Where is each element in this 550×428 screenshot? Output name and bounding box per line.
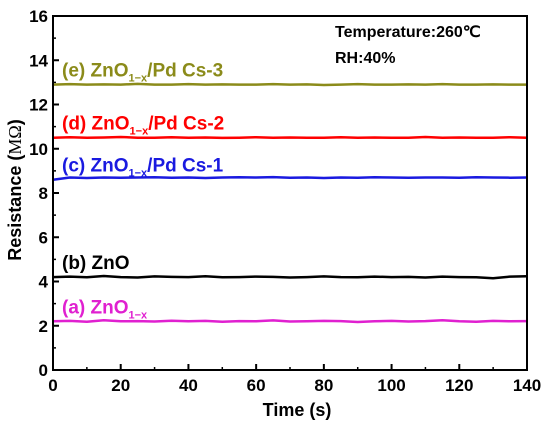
x-axis-title: Time (s)	[263, 400, 332, 420]
series-label-0: (a) ZnO1−x	[62, 297, 148, 321]
series-label-name: (a) ZnO	[62, 297, 129, 318]
y-axis-title-text: Resistance (	[5, 155, 25, 261]
y-tick-label: 0	[39, 361, 48, 380]
series-label-suffix: /Pd Cs-2	[148, 114, 224, 135]
series-label-suffix: /Pd Cs-1	[147, 156, 223, 177]
series-label-name: (e) ZnO	[62, 61, 129, 82]
series-label-name: (d) ZnO	[62, 114, 130, 135]
y-tick-label: 2	[39, 317, 48, 336]
y-tick-label: 6	[39, 228, 48, 247]
y-tick-label: 16	[29, 7, 48, 26]
y-tick-label: 12	[29, 96, 48, 115]
series-line-2	[52, 175, 528, 181]
x-tick-label: 20	[111, 376, 130, 395]
x-tick-label: 0	[48, 376, 57, 395]
series-label-2: (c) ZnO1−x/Pd Cs-1	[62, 156, 224, 180]
series-line-0	[52, 318, 528, 324]
y-axis-title-unit: MΩ	[5, 125, 25, 154]
series-label-name: (c) ZnO	[62, 156, 129, 177]
series-labels: (a) ZnO1−x(b) ZnO(c) ZnO1−x/Pd Cs-1(d) Z…	[62, 61, 224, 322]
x-tick-label: 60	[247, 376, 266, 395]
y-tick-label: 8	[39, 184, 48, 203]
x-tick-label: 40	[179, 376, 198, 395]
x-tick-label: 100	[377, 376, 405, 395]
x-axis: 0 20 40 60 80 100 120 140	[48, 364, 541, 395]
y-tick-label: 4	[39, 273, 49, 292]
y-tick-label: 10	[29, 140, 48, 159]
series-label-subscript: 1−x	[129, 309, 149, 321]
series-line-3	[52, 135, 528, 140]
x-tick-label: 80	[314, 376, 333, 395]
y-axis-title: Resistance (MΩ)	[5, 119, 25, 260]
plot-frame	[52, 15, 528, 371]
series-label-subscript: 1−x	[129, 168, 149, 180]
series-label-subscript: 1−x	[129, 73, 149, 85]
series-line-1	[52, 274, 528, 280]
humidity-annotation: RH:40%	[335, 50, 395, 67]
x-tick-label: 120	[445, 376, 473, 395]
series-label-4: (e) ZnO1−x/Pd Cs-3	[62, 61, 223, 85]
series-label-1: (b) ZnO	[62, 253, 130, 274]
x-tick-label: 140	[513, 376, 541, 395]
temperature-annotation: Temperature:260℃	[335, 24, 481, 41]
y-axis-title-close: )	[5, 119, 25, 125]
y-axis: 0 2 4 6 8 10 12 14 16	[29, 7, 59, 380]
series-line-4	[52, 82, 527, 87]
series-lines	[52, 82, 528, 324]
series-label-subscript: 1−x	[130, 126, 150, 138]
y-tick-label: 14	[29, 51, 48, 70]
series-label-3: (d) ZnO1−x/Pd Cs-2	[62, 114, 224, 138]
series-label-name: (b) ZnO	[62, 253, 130, 274]
series-label-suffix: /Pd Cs-3	[147, 61, 223, 82]
